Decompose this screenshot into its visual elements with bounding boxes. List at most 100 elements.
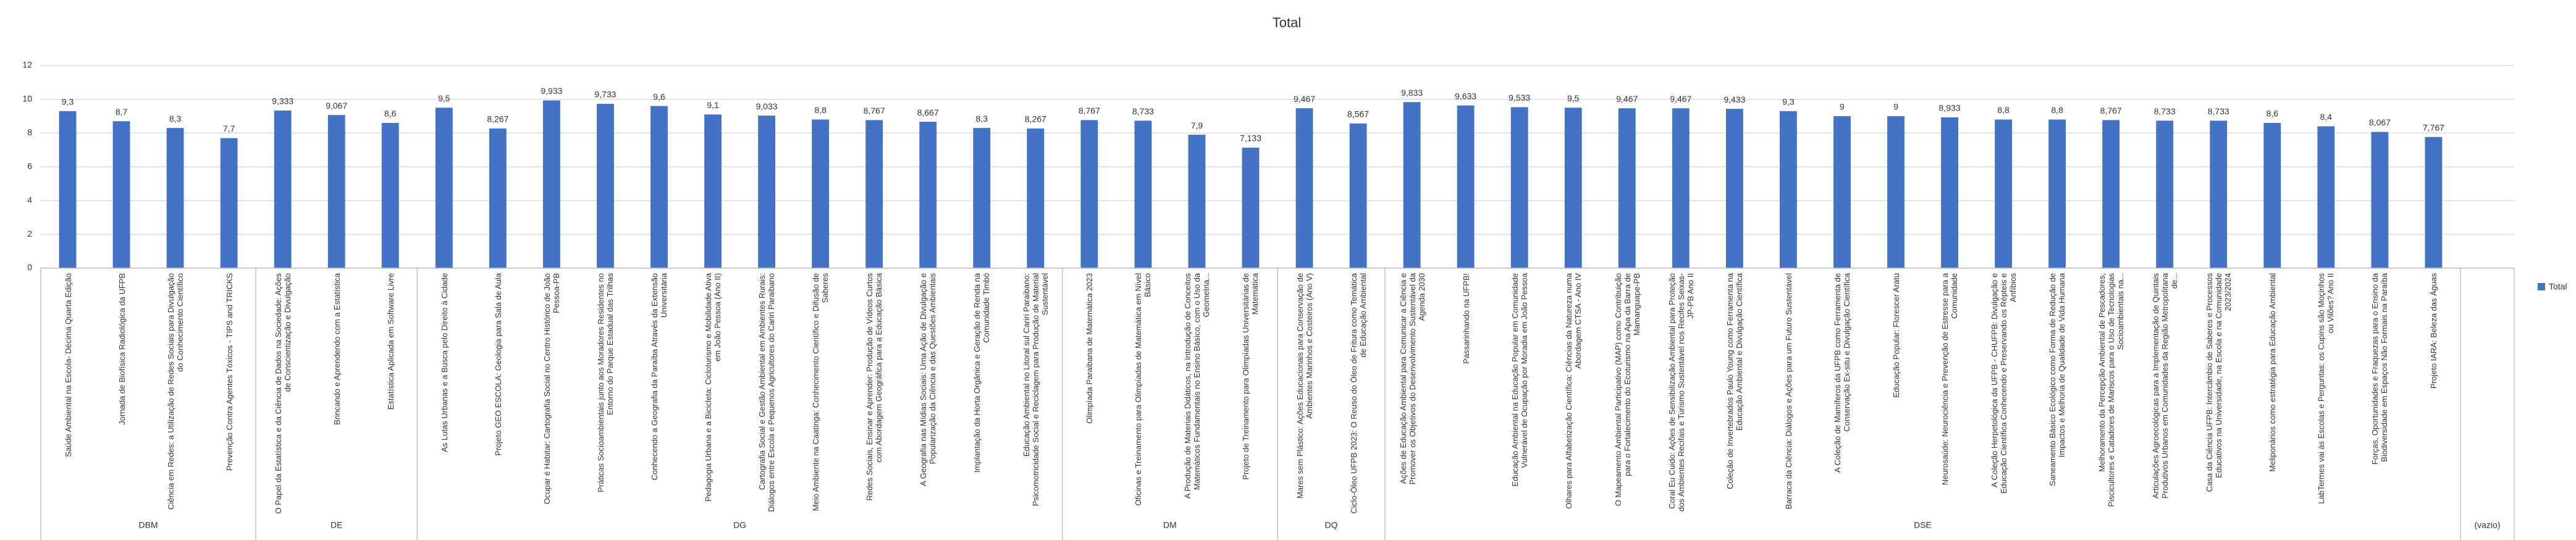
bar bbox=[1672, 108, 1690, 268]
x-tick-label: Redes Sociais, Ensinar e Aprender: Produ… bbox=[865, 273, 884, 501]
bar bbox=[2371, 132, 2389, 268]
x-tick-label: Estatística Aplicada em Software Livre bbox=[385, 273, 395, 410]
data-label: 9,3 bbox=[62, 97, 74, 107]
bar bbox=[489, 129, 507, 268]
legend-swatch bbox=[2538, 283, 2545, 290]
data-label: 9,067 bbox=[326, 101, 347, 111]
bar bbox=[327, 115, 345, 268]
data-label: 8,567 bbox=[1347, 109, 1369, 119]
data-label: 8,667 bbox=[917, 108, 939, 117]
x-tick-label: Ciência em Redes: a Utilização de Redes … bbox=[166, 273, 185, 510]
x-tick-label: Ações de Educação Ambiental para Comunic… bbox=[1398, 273, 1426, 485]
data-label: 9,433 bbox=[1724, 95, 1745, 104]
x-tick-label: Prevenção Contra Agentes Tóxicos - TIPS … bbox=[224, 273, 234, 471]
legend-label: Total bbox=[2549, 282, 2567, 292]
y-tick-label: 12 bbox=[22, 60, 32, 70]
data-label: 8,767 bbox=[1079, 106, 1100, 116]
data-label: 9,467 bbox=[1616, 94, 1638, 104]
data-label: 8,933 bbox=[1939, 103, 1961, 113]
bar bbox=[919, 122, 937, 268]
x-tick-label: Projeto GEO ESCOLA: Geologia para Sala d… bbox=[493, 273, 503, 456]
data-label: 9,5 bbox=[1567, 93, 1580, 103]
bar bbox=[1349, 123, 1367, 268]
bar bbox=[1080, 120, 1098, 268]
y-tick-label: 0 bbox=[27, 263, 32, 272]
y-tick-label: 10 bbox=[22, 93, 32, 103]
x-tick-label: Olhares para Alfabetização Científica: C… bbox=[1564, 273, 1583, 509]
data-label: 8,3 bbox=[169, 114, 182, 124]
chart-title: Total bbox=[1273, 15, 1301, 30]
x-tick-label: Meliponários como estratégia para Educaç… bbox=[2267, 273, 2277, 472]
data-label: 9,833 bbox=[1401, 88, 1423, 98]
bar bbox=[274, 110, 292, 268]
bar bbox=[1833, 116, 1851, 268]
bar bbox=[2317, 126, 2335, 268]
data-label: 9 bbox=[1840, 102, 1845, 112]
x-tick-label: Meio Ambiente na Caatinga: Conhecimento … bbox=[811, 273, 830, 512]
x-tick-label: Neurosaúde: Neurociência e Prevenção de … bbox=[1940, 273, 1959, 486]
bar bbox=[1188, 135, 1206, 268]
bar bbox=[650, 106, 668, 268]
data-label: 9,1 bbox=[707, 100, 719, 110]
x-tick-label: As Lutas Urbanas e a Busca pelo Direito … bbox=[439, 273, 449, 452]
bar bbox=[1995, 119, 2013, 268]
x-tick-label: Saneamento Básico Ecológico como Forma d… bbox=[2048, 273, 2067, 486]
data-label: 9,533 bbox=[1509, 93, 1530, 103]
data-label: 8,733 bbox=[2154, 106, 2176, 116]
bar bbox=[1725, 109, 1743, 268]
y-tick-label: 2 bbox=[27, 229, 32, 238]
x-tick-label: Educação Ambiental na Educação Popular e… bbox=[1510, 273, 1529, 487]
data-label: 8,3 bbox=[976, 114, 988, 124]
data-label: 7,7 bbox=[223, 124, 235, 133]
data-label: 8,767 bbox=[2100, 106, 2122, 116]
data-label: 9,5 bbox=[438, 93, 450, 103]
bar bbox=[220, 138, 238, 268]
x-tick-label: Articulações Agroecológicas para a Imple… bbox=[2150, 273, 2179, 499]
data-label: 9,3 bbox=[1782, 97, 1795, 107]
x-tick-label: Pedagogia Urbana e a Bicicleta: Ciclotur… bbox=[704, 273, 723, 502]
bar bbox=[1941, 117, 1958, 268]
x-tick-label: Projeto de Treinamento para Olimpíadas U… bbox=[1241, 273, 1260, 480]
x-tick-label: Casa da Ciência UFPB: Intercâmbio de Sab… bbox=[2204, 273, 2233, 492]
group-label: DM bbox=[1163, 520, 1177, 530]
x-tick-label: A Coleção Herpetológica da UFPB - CHUFPB… bbox=[1989, 273, 2018, 494]
bar bbox=[597, 103, 614, 268]
x-tick-label: Mares sem Plástico: Ações Educacionais p… bbox=[1295, 273, 1314, 499]
data-label: 8,733 bbox=[2208, 106, 2229, 116]
data-label: 7,767 bbox=[2423, 122, 2444, 132]
data-label: 8,767 bbox=[864, 106, 885, 116]
data-label: 8,8 bbox=[1997, 105, 2010, 115]
bar bbox=[1403, 102, 1421, 269]
bar bbox=[166, 128, 184, 268]
bar bbox=[381, 122, 399, 268]
data-label: 9,933 bbox=[541, 86, 562, 96]
data-label: 9,467 bbox=[1294, 94, 1315, 104]
x-tick-label: A Produção de Materiais Didáticos, na In… bbox=[1182, 273, 1211, 499]
group-label: DG bbox=[733, 520, 746, 530]
data-label: 8,6 bbox=[384, 109, 397, 119]
data-label: 8,8 bbox=[814, 105, 827, 115]
bar bbox=[812, 119, 830, 268]
bar bbox=[2425, 137, 2443, 268]
bar bbox=[2048, 119, 2066, 268]
x-tick-label: O Mapeamento Ambiental Participativo (MA… bbox=[1613, 273, 1641, 507]
data-label: 8,6 bbox=[2267, 109, 2279, 119]
x-tick-label: Melhoramento da Percepção Ambiental de P… bbox=[2097, 273, 2125, 507]
bar bbox=[435, 108, 453, 269]
x-tick-label: Práticas Socioambientais junto aos Morad… bbox=[596, 273, 615, 492]
bar bbox=[2263, 122, 2281, 268]
x-tick-label: A Geografia nas Mídias Sociais: Uma Ação… bbox=[919, 273, 938, 486]
bar bbox=[1027, 129, 1045, 268]
data-label: 8,7 bbox=[116, 107, 128, 117]
y-tick-label: 4 bbox=[27, 195, 32, 205]
bar bbox=[1242, 148, 1260, 268]
x-tick-label: Educação Ambiental no Litoral sul Cariri… bbox=[1021, 273, 1050, 507]
x-tick-label: Projeto IARA: Beleza das Águas bbox=[2428, 273, 2438, 389]
y-tick-label: 8 bbox=[27, 127, 32, 137]
x-tick-label: Oficinas e Treinamento para Olimpíadas d… bbox=[1134, 273, 1153, 506]
x-tick-label: Olimpíada Paraibana de Matemática 2023 bbox=[1084, 273, 1094, 424]
x-tick-label: Passarinhando na UFPB! bbox=[1461, 273, 1471, 364]
x-tick-label: A Coleção de Mamíferos da UFPB como Ferr… bbox=[1832, 273, 1851, 473]
bar bbox=[542, 100, 560, 269]
